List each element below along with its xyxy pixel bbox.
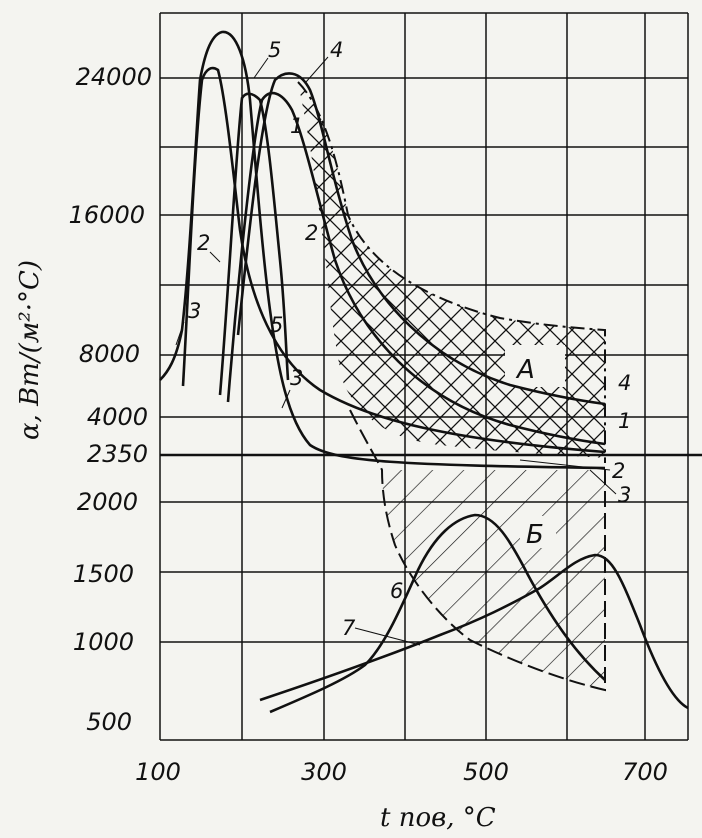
region-b-hatch	[350, 410, 605, 690]
leader-3-right	[589, 469, 617, 495]
leader-3-mid	[281, 389, 291, 409]
region-a-label: A	[515, 355, 535, 385]
region-b: Б	[349, 409, 606, 692]
curve-5	[218, 92, 290, 396]
y-tick-label: 1000	[73, 628, 134, 656]
label-3-left: 3	[188, 299, 201, 323]
x-axis-ticks: 100 300 500 700	[135, 758, 668, 786]
label-2-left: 2	[197, 231, 210, 255]
region-a-label-bg	[505, 345, 565, 387]
leader-2-left	[209, 251, 221, 263]
curve-labels: 5 4 1 2 2 3 5 3 4 1 2 3 6 7	[175, 38, 631, 646]
x-axis-title: t пов, °C	[380, 803, 496, 833]
curve-6	[269, 513, 606, 714]
y-axis-title: α, Вт/(м²·°С)	[15, 260, 45, 440]
y-tick-label: 1500	[73, 560, 134, 588]
label-4-top: 4	[330, 38, 343, 62]
region-b-label: Б	[526, 520, 544, 550]
region-b-label-bg	[520, 516, 556, 548]
label-2-mid: 2	[305, 221, 318, 245]
x-tick-label: 700	[622, 758, 668, 786]
y-tick-label: 16000	[69, 201, 145, 229]
curve-7	[259, 553, 689, 710]
leader-5-top	[253, 57, 269, 79]
leader-7	[354, 627, 421, 646]
label-3-mid: 3	[290, 366, 303, 390]
label-5-mid: 5	[270, 313, 283, 337]
y-tick-label: 2350	[87, 440, 148, 468]
leader-3-left	[175, 321, 185, 346]
curve-1	[226, 91, 606, 446]
label-5-top: 5	[268, 38, 281, 62]
region-a: A	[297, 81, 606, 458]
label-3-right: 3	[618, 483, 631, 507]
x-tick-label: 300	[301, 758, 347, 786]
curves	[159, 30, 689, 714]
label-2-right: 2	[612, 459, 625, 483]
x-tick-label: 500	[463, 758, 509, 786]
x-tick-label: 100	[135, 758, 181, 786]
label-1-top: 1	[290, 114, 303, 138]
region-b-boundary	[349, 409, 606, 692]
leader-2-right	[519, 459, 611, 471]
y-tick-label: 2000	[77, 488, 138, 516]
y-tick-label: 8000	[79, 340, 140, 368]
label-4-right: 4	[618, 371, 631, 395]
label-6: 6	[390, 579, 403, 603]
curve-4	[236, 72, 606, 406]
leader-4-top	[305, 56, 329, 83]
y-tick-label: 24000	[76, 63, 152, 91]
label-1-right: 1	[618, 409, 631, 433]
y-axis-ticks: 24000 16000 8000 4000 2350 2000 1500 100…	[69, 63, 152, 736]
y-tick-label: 4000	[87, 403, 148, 431]
y-tick-label: 500	[86, 708, 132, 736]
label-7: 7	[342, 616, 356, 640]
region-a-boundary	[297, 81, 606, 458]
